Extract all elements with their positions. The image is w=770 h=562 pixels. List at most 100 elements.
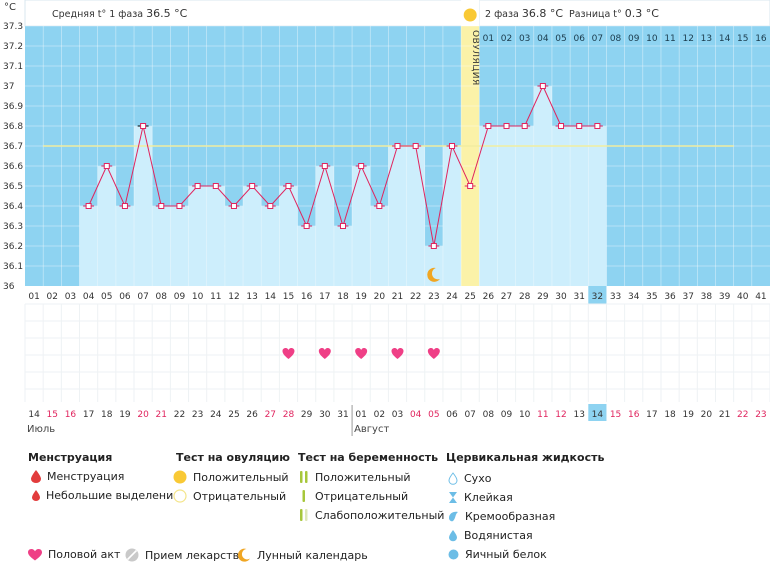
calendar-date-label: 12 — [555, 410, 566, 420]
legend-pregnancy-negative-label: Отрицательный — [315, 489, 409, 503]
temperature-point — [176, 203, 183, 209]
y-tick-label: 37.1 — [3, 62, 23, 72]
y-tick-label: 37 — [3, 82, 14, 92]
calendar-date-label: 06 — [446, 410, 458, 420]
temperature-point — [85, 203, 92, 209]
temperature-point — [376, 203, 383, 209]
calendar-date-label: 27 — [265, 410, 276, 420]
cycle-day-label: 28 — [519, 292, 531, 302]
temperature-bar — [170, 206, 189, 286]
phase2-average: 2 фаза 36.8 °C — [485, 7, 563, 20]
cycle-day-label: 40 — [737, 292, 749, 302]
y-tick-label: 36 — [3, 282, 15, 292]
temperature-point — [303, 223, 310, 229]
calendar-date-label: 15 — [47, 410, 58, 420]
temperature-bar — [243, 186, 262, 286]
temperature-point — [212, 183, 219, 189]
calendar-date-label: 08 — [483, 410, 495, 420]
calendar-date-label: 16 — [65, 410, 77, 420]
y-tick-label: 37.3 — [3, 22, 23, 32]
calendar-date-label: 24 — [210, 410, 222, 420]
calendar-date-label: 23 — [192, 410, 203, 420]
cycle-day-label: 13 — [246, 292, 257, 302]
legend-pregnancy-negative: Отрицательный — [299, 489, 408, 503]
temperature-point — [430, 243, 437, 249]
post-ovulation-day: 04 — [537, 34, 549, 44]
cycle-day-label: 18 — [337, 292, 349, 302]
temperature-point — [412, 143, 419, 149]
temperature-bar — [515, 126, 534, 286]
post-ovulation-day: 12 — [683, 34, 694, 44]
legend-cervical-watery: Водянистая — [448, 529, 533, 542]
calendar-date-label: 05 — [428, 410, 439, 420]
temperature-bar — [297, 226, 316, 286]
phase1-box — [24, 0, 463, 27]
temperature-bar — [224, 206, 244, 286]
small-blood-drop-icon — [32, 490, 40, 501]
calendar-date-label: 15 — [610, 410, 621, 420]
temperature-bar — [206, 186, 225, 286]
temperature-bar — [533, 86, 552, 286]
cycle-day-label: 20 — [374, 292, 386, 302]
today-date-highlight — [588, 404, 607, 421]
cycle-day-label: 29 — [537, 292, 549, 302]
post-ovulation-day: 01 — [483, 34, 494, 44]
cycle-day-label: 02 — [47, 292, 58, 302]
phase2-box — [478, 0, 770, 27]
temperature-bar — [442, 146, 462, 286]
post-ovulation-day: 03 — [519, 34, 530, 44]
temperature-bar — [461, 186, 480, 286]
legend-pregnancy-positive: Положительный — [299, 470, 411, 484]
legend-cervical-dry: Сухо — [448, 472, 491, 485]
temperature-bar — [134, 126, 153, 286]
legend-lunar-label: Лунный календарь — [257, 548, 368, 562]
calendar-date-label: 22 — [737, 410, 748, 420]
heart-icon — [282, 348, 295, 359]
legend-spotting: Небольшие выделения — [32, 489, 180, 502]
y-tick-label: 36.5 — [3, 182, 23, 192]
calendar-date-label: 11 — [537, 410, 548, 420]
legend-ovulation-positive-label: Положительный — [193, 470, 289, 484]
moon-icon — [427, 267, 440, 282]
temperature-bar — [497, 126, 516, 286]
cycle-day-label: 11 — [210, 292, 221, 302]
sun-filled-icon — [173, 470, 187, 484]
y-tick-label: 36.7 — [3, 142, 23, 152]
temperature-bar — [115, 206, 135, 286]
calendar-date-label: 20 — [137, 410, 149, 420]
weak-lines-icon — [300, 509, 308, 521]
legend-ovulation-negative-label: Отрицательный — [193, 489, 287, 503]
calendar-date-label: 19 — [683, 410, 695, 420]
post-ovulation-day: 16 — [755, 34, 767, 44]
temperature-bar — [479, 126, 498, 286]
temperature-bar — [333, 226, 353, 286]
temperature-bar — [370, 206, 389, 286]
cycle-day-label: 31 — [573, 292, 584, 302]
calendar-date-label: 18 — [101, 410, 113, 420]
calendar-date-label: 14 — [592, 410, 604, 420]
temperature-bar — [406, 146, 425, 286]
temperature-bar — [188, 186, 207, 286]
temperature-point — [558, 123, 565, 129]
temperature-point — [103, 163, 110, 169]
legend-intercourse: Половой акт — [28, 548, 120, 561]
temperature-point — [339, 223, 346, 229]
post-ovulation-day: 15 — [737, 34, 748, 44]
legend-pregnancy-weak-label: Слабоположительный — [315, 508, 445, 522]
cycle-day-label: 12 — [228, 292, 239, 302]
temperature-chart: °C Средняя t° 1 фаза 36.5 °C 2 фаза 36.8 °… — [3, 0, 770, 436]
temperature-point — [140, 123, 147, 129]
moon-icon — [237, 548, 250, 562]
cycle-day-label: 24 — [446, 292, 458, 302]
calendar-date-label: 20 — [701, 410, 713, 420]
cycle-day-label: 10 — [192, 292, 204, 302]
current-day-highlight — [588, 286, 607, 304]
calendar-date-label: 21 — [719, 410, 730, 420]
cycle-day-label: 05 — [101, 292, 112, 302]
legend-cervical-eggwhite: Яичный белок — [448, 548, 547, 561]
two-lines-icon — [300, 471, 308, 483]
cycle-day-label: 37 — [683, 292, 694, 302]
temperature-point — [158, 203, 165, 209]
temperature-point — [285, 183, 292, 189]
temperature-point — [539, 83, 546, 89]
